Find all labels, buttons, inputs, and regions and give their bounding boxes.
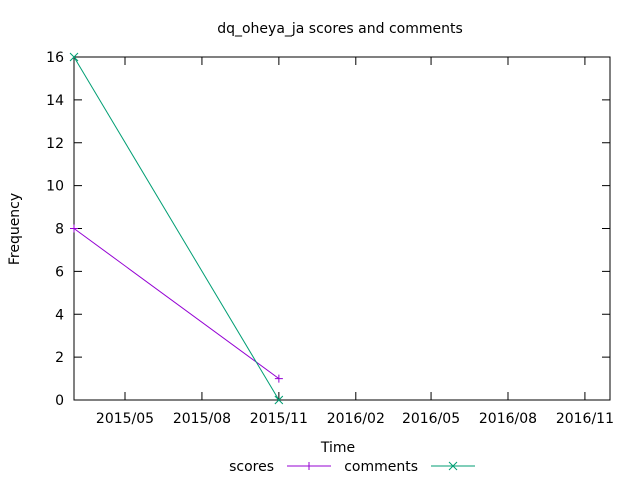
x-axis-label: Time <box>320 440 355 456</box>
y-tick-label: 10 <box>46 179 64 195</box>
legend: scores comments <box>229 459 475 475</box>
plot-frame <box>73 56 611 401</box>
legend-label-scores: scores <box>229 459 274 475</box>
y-tick-label: 14 <box>46 93 64 109</box>
y-tick-label: 8 <box>55 222 64 238</box>
y-tick-label: 4 <box>55 307 64 323</box>
y-axis-label: Frequency <box>7 193 23 265</box>
x-tick-label: 2016/08 <box>479 411 537 427</box>
x-tick-label: 2016/02 <box>327 411 385 427</box>
y-tick-label: 0 <box>55 393 64 409</box>
y-tick-label: 12 <box>46 136 64 152</box>
series-line-comments <box>73 56 280 401</box>
x-tick-label: 2015/11 <box>250 411 308 427</box>
y-axis: 0 2 4 6 8 10 12 14 16 <box>46 50 610 409</box>
series-group <box>69 52 284 405</box>
data-point-scores <box>70 224 78 233</box>
legend-marker-scores <box>305 462 313 470</box>
y-tick-label: 16 <box>46 50 64 66</box>
x-tick-label: 2015/05 <box>96 411 154 427</box>
y-tick-label: 6 <box>55 264 64 280</box>
x-tick-label: 2016/05 <box>402 411 460 427</box>
data-point-scores <box>274 374 283 383</box>
legend-marker-comments <box>448 461 458 471</box>
data-point-comments <box>69 52 79 62</box>
data-point-comments <box>274 395 284 405</box>
x-tick-label: 2016/11 <box>556 411 614 427</box>
x-axis: 2015/05 2015/08 2015/11 2016/02 2016/05 2016/… <box>96 57 614 427</box>
legend-label-comments: comments <box>344 459 418 475</box>
y-tick-label: 2 <box>55 350 64 366</box>
chart-title: dq_oheya_ja scores and comments <box>217 21 463 37</box>
series-line-scores <box>73 228 280 380</box>
x-tick-label: 2015/08 <box>173 411 231 427</box>
